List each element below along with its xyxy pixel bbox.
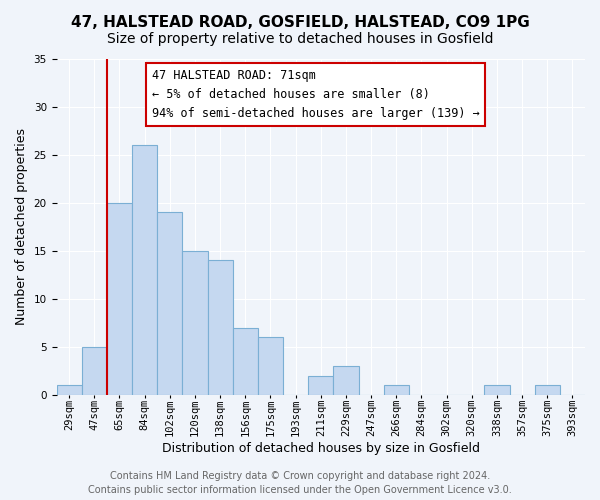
X-axis label: Distribution of detached houses by size in Gosfield: Distribution of detached houses by size … <box>162 442 480 455</box>
Text: 47 HALSTEAD ROAD: 71sqm
← 5% of detached houses are smaller (8)
94% of semi-deta: 47 HALSTEAD ROAD: 71sqm ← 5% of detached… <box>152 69 479 120</box>
Bar <box>82 347 107 395</box>
Bar <box>535 385 560 395</box>
Bar <box>334 366 359 395</box>
Bar <box>258 337 283 395</box>
Bar <box>484 385 509 395</box>
Bar <box>132 146 157 395</box>
Bar <box>107 203 132 395</box>
Bar <box>157 212 182 395</box>
Bar <box>182 251 208 395</box>
Bar <box>56 385 82 395</box>
Y-axis label: Number of detached properties: Number of detached properties <box>15 128 28 326</box>
Text: Contains HM Land Registry data © Crown copyright and database right 2024.
Contai: Contains HM Land Registry data © Crown c… <box>88 471 512 495</box>
Bar <box>383 385 409 395</box>
Bar <box>233 328 258 395</box>
Bar <box>308 376 334 395</box>
Text: Size of property relative to detached houses in Gosfield: Size of property relative to detached ho… <box>107 32 493 46</box>
Text: 47, HALSTEAD ROAD, GOSFIELD, HALSTEAD, CO9 1PG: 47, HALSTEAD ROAD, GOSFIELD, HALSTEAD, C… <box>71 15 529 30</box>
Bar <box>208 260 233 395</box>
